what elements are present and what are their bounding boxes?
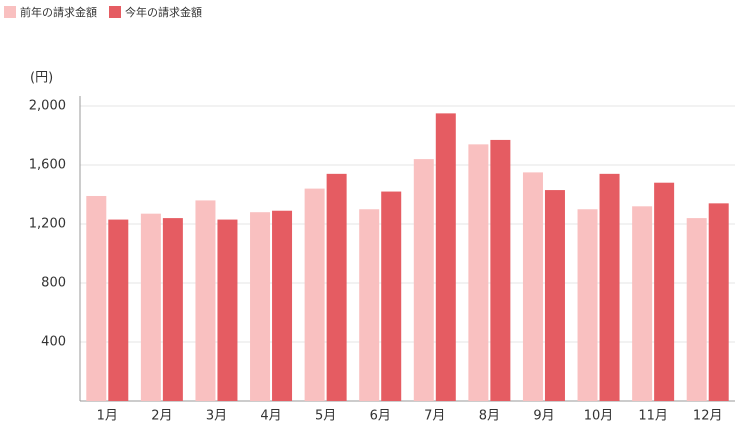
- x-tick-label: 3月: [206, 409, 227, 424]
- bar: [544, 190, 565, 401]
- bar: [381, 191, 402, 401]
- bar: [522, 172, 543, 401]
- bar: [435, 113, 456, 401]
- x-tick-label: 6月: [370, 409, 391, 424]
- legend-label: 前年の請求金額: [20, 5, 97, 19]
- bar: [577, 209, 598, 401]
- y-tick-label: 800: [41, 276, 66, 291]
- bar: [686, 218, 707, 401]
- x-tick-label: 9月: [533, 409, 554, 424]
- x-tick-label: 11月: [638, 409, 668, 424]
- bar: [654, 182, 675, 401]
- x-tick-label: 1月: [97, 409, 118, 424]
- x-tick-label: 5月: [315, 409, 336, 424]
- bar: [490, 139, 511, 402]
- legend-swatch: [109, 6, 121, 18]
- bar: [272, 210, 293, 401]
- x-tick-label: 2月: [151, 409, 172, 424]
- legend-label: 今年の請求金額: [125, 5, 202, 19]
- x-tick-label: 8月: [479, 409, 500, 424]
- y-tick-label: 1,600: [29, 158, 66, 173]
- bar: [217, 219, 238, 401]
- bar: [86, 195, 107, 401]
- bar: [162, 218, 183, 401]
- y-tick-label: 2,000: [29, 99, 66, 114]
- x-tick-label: 4月: [260, 409, 281, 424]
- bar: [250, 212, 271, 401]
- bar: [304, 188, 325, 401]
- x-tick-label: 10月: [584, 409, 614, 424]
- bar: [140, 213, 161, 401]
- y-axis-label: (円): [30, 71, 53, 86]
- y-tick-label: 1,200: [29, 217, 66, 232]
- bar: [413, 159, 434, 401]
- y-tick-label: 400: [41, 335, 66, 350]
- bar: [599, 173, 620, 401]
- bar: [632, 206, 653, 401]
- bar: [195, 200, 216, 401]
- x-tick-label: 12月: [693, 409, 723, 424]
- bar: [326, 173, 347, 401]
- bar: [708, 203, 729, 401]
- legend-swatch: [4, 6, 16, 18]
- legend: 前年の請求金額 今年の請求金額: [4, 5, 202, 19]
- x-tick-label: 7月: [424, 409, 445, 424]
- bar: [359, 209, 380, 401]
- bar: [468, 144, 489, 401]
- bar: [108, 219, 129, 401]
